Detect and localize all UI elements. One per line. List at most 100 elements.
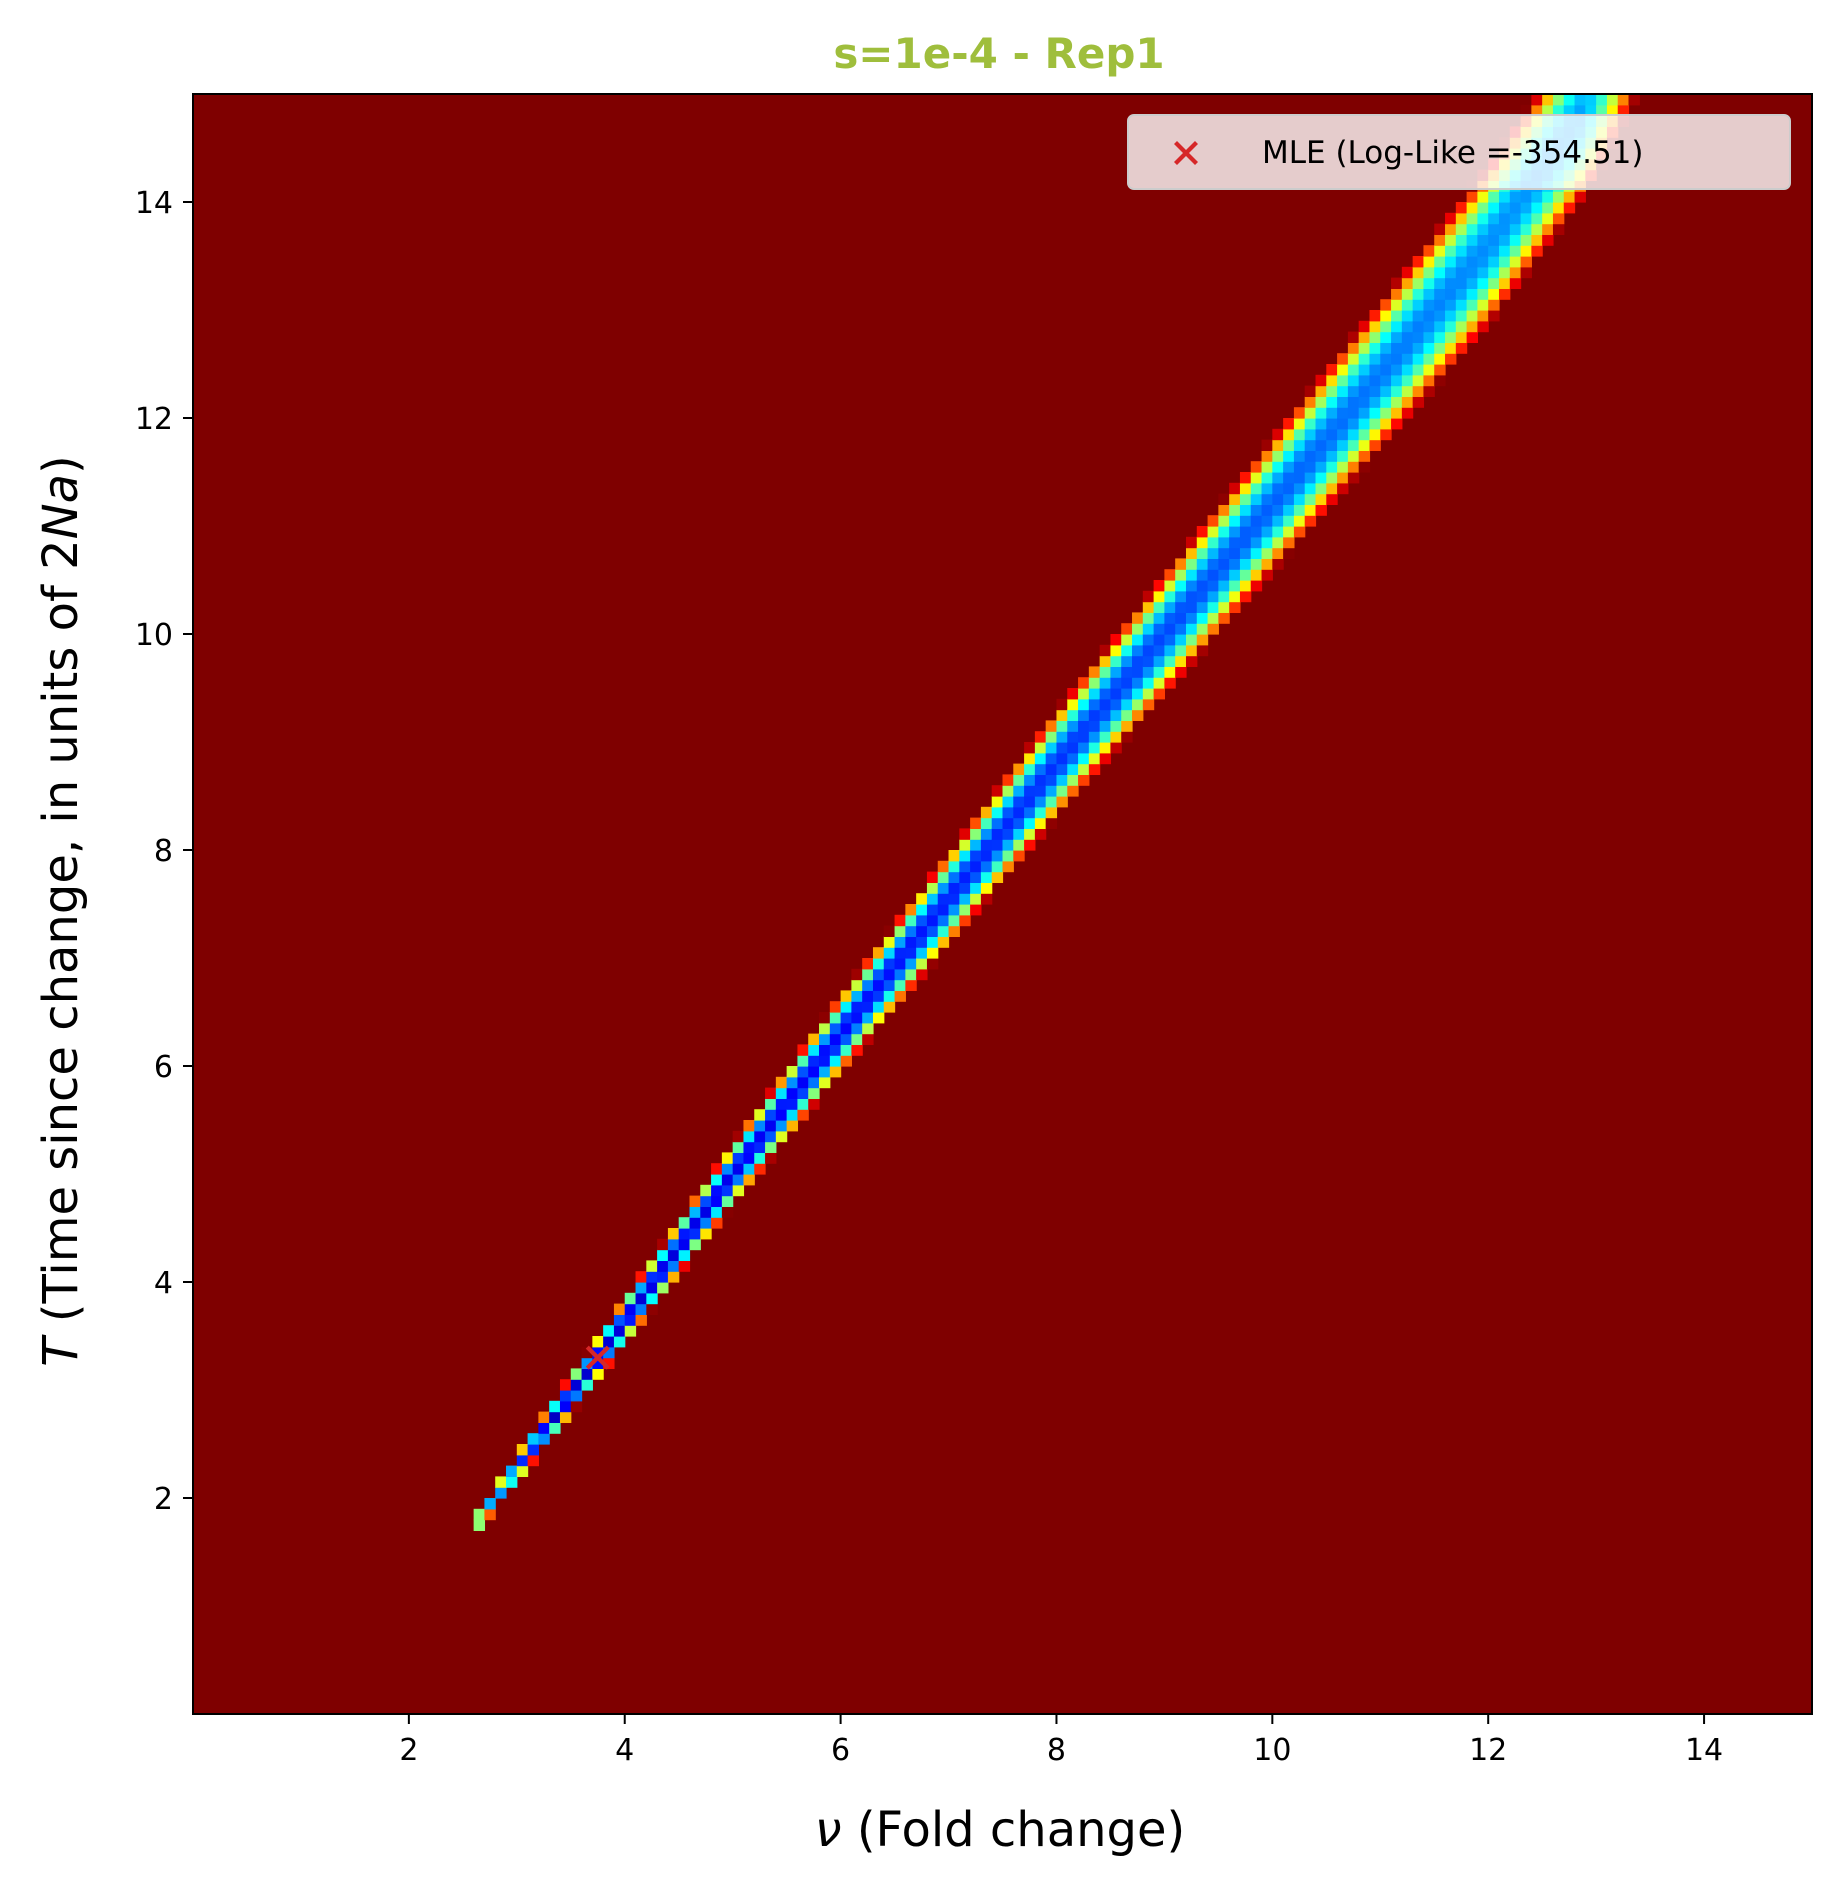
heatmap-cell [1412, 374, 1425, 387]
heatmap-cell [1153, 590, 1165, 603]
heatmap-cell [1024, 774, 1036, 786]
heatmap-cell [819, 1022, 831, 1035]
heatmap-cell [1434, 256, 1446, 268]
heatmap-cell [1380, 428, 1392, 441]
heatmap-cell [970, 893, 982, 905]
heatmap-cell [700, 1195, 712, 1207]
heatmap-cell [905, 936, 917, 948]
heatmap-cell [980, 882, 993, 894]
heatmap-cell [1293, 439, 1306, 451]
heatmap-cell [1477, 191, 1489, 203]
heatmap-cell [667, 1260, 680, 1272]
heatmap-cell [613, 1336, 626, 1348]
heatmap-cell [829, 1022, 842, 1035]
heatmap-cell [613, 1314, 626, 1326]
heatmap-cell [1196, 601, 1209, 613]
heatmap-cell [1088, 709, 1101, 721]
heatmap-cell [1239, 536, 1252, 549]
heatmap-cell [1153, 601, 1165, 613]
heatmap-cell [1250, 461, 1263, 473]
heatmap-cell [808, 1098, 820, 1110]
heatmap-cell [1164, 655, 1176, 667]
heatmap-cell [1358, 461, 1371, 473]
heatmap-cell [678, 1249, 691, 1261]
heatmap-cell [646, 1282, 658, 1294]
heatmap-cell [1520, 104, 1532, 117]
heatmap-cell [1455, 202, 1468, 214]
heatmap-cell [991, 785, 1004, 797]
heatmap-cell [1024, 785, 1036, 797]
heatmap-cell [473, 1519, 486, 1531]
heatmap-cell [1002, 785, 1014, 797]
heatmap-cell [1272, 504, 1284, 516]
heatmap-cell [1239, 547, 1252, 559]
heatmap-cell [1142, 623, 1155, 635]
heatmap-cell [1250, 536, 1263, 549]
heatmap-cell [538, 1411, 550, 1423]
heatmap-cell [1164, 612, 1176, 624]
heatmap-cell [743, 1120, 755, 1132]
heatmap-cell [1369, 396, 1381, 408]
heatmap-cell [1078, 688, 1090, 700]
heatmap-cell [1401, 353, 1414, 365]
heatmap-cell [1142, 634, 1155, 646]
heatmap-cell [1013, 839, 1025, 851]
heatmap-cell [1542, 234, 1554, 246]
heatmap-cell [1304, 439, 1317, 451]
heatmap-cell [1423, 320, 1435, 333]
heatmap-cell [1574, 104, 1586, 117]
heatmap-cell [1552, 104, 1565, 117]
heatmap-cell [1380, 418, 1392, 430]
legend: MLE (Log-Like =-354.51) [1127, 114, 1791, 190]
heatmap-cell [592, 1357, 604, 1369]
heatmap-cell [506, 1465, 518, 1477]
heatmap-cell [1261, 472, 1273, 484]
heatmap-cell [970, 850, 982, 862]
heatmap-cell [1283, 504, 1295, 516]
heatmap-cell [743, 1152, 755, 1164]
heatmap-cell [1434, 364, 1446, 376]
heatmap-cell [1498, 277, 1511, 289]
heatmap-cell [959, 828, 971, 840]
heatmap-cell [1067, 774, 1079, 786]
heatmap-cell [1304, 396, 1317, 408]
heatmap-cell [905, 958, 917, 970]
heatmap-cell [1326, 396, 1338, 408]
heatmap-cell [1283, 493, 1295, 505]
heatmap-cell [721, 1195, 734, 1207]
heatmap-cell [1218, 601, 1230, 613]
heatmap-cell [1520, 256, 1532, 268]
heatmap-cell [883, 979, 896, 991]
heatmap-cell [1477, 310, 1489, 322]
heatmap-cell [1272, 472, 1284, 484]
heatmap-cell [926, 871, 939, 883]
heatmap-cell [1488, 310, 1500, 322]
heatmap-cell [1207, 547, 1219, 559]
heatmap-cell [1261, 439, 1273, 451]
heatmap-cell [721, 1206, 734, 1218]
y-tick-label: 4 [154, 1266, 173, 1301]
heatmap-cell [1391, 288, 1403, 300]
heatmap-cell [808, 1055, 820, 1067]
heatmap-cell [1272, 439, 1284, 451]
heatmap-cell [1056, 698, 1068, 711]
heatmap-cell [1283, 428, 1295, 441]
heatmap-cell [1034, 796, 1047, 808]
heatmap-cell [1153, 580, 1165, 592]
heatmap-cell [1153, 688, 1165, 700]
heatmap-cell [1121, 709, 1133, 721]
heatmap-cell [1401, 310, 1414, 322]
heatmap-cell [1239, 580, 1252, 592]
heatmap-cell [937, 936, 950, 948]
heatmap-cell [1466, 266, 1478, 279]
heatmap-cell [1142, 688, 1155, 700]
y-tick-label: 12 [135, 402, 173, 437]
heatmap-cell [1326, 439, 1338, 451]
heatmap-cell [1455, 234, 1468, 246]
heatmap-cell [937, 871, 950, 883]
heatmap-cell [473, 1508, 486, 1521]
heatmap-cell [851, 1001, 863, 1013]
heatmap-cell [1283, 472, 1295, 484]
heatmap-cell [754, 1130, 766, 1143]
heatmap-cell [1315, 428, 1327, 441]
